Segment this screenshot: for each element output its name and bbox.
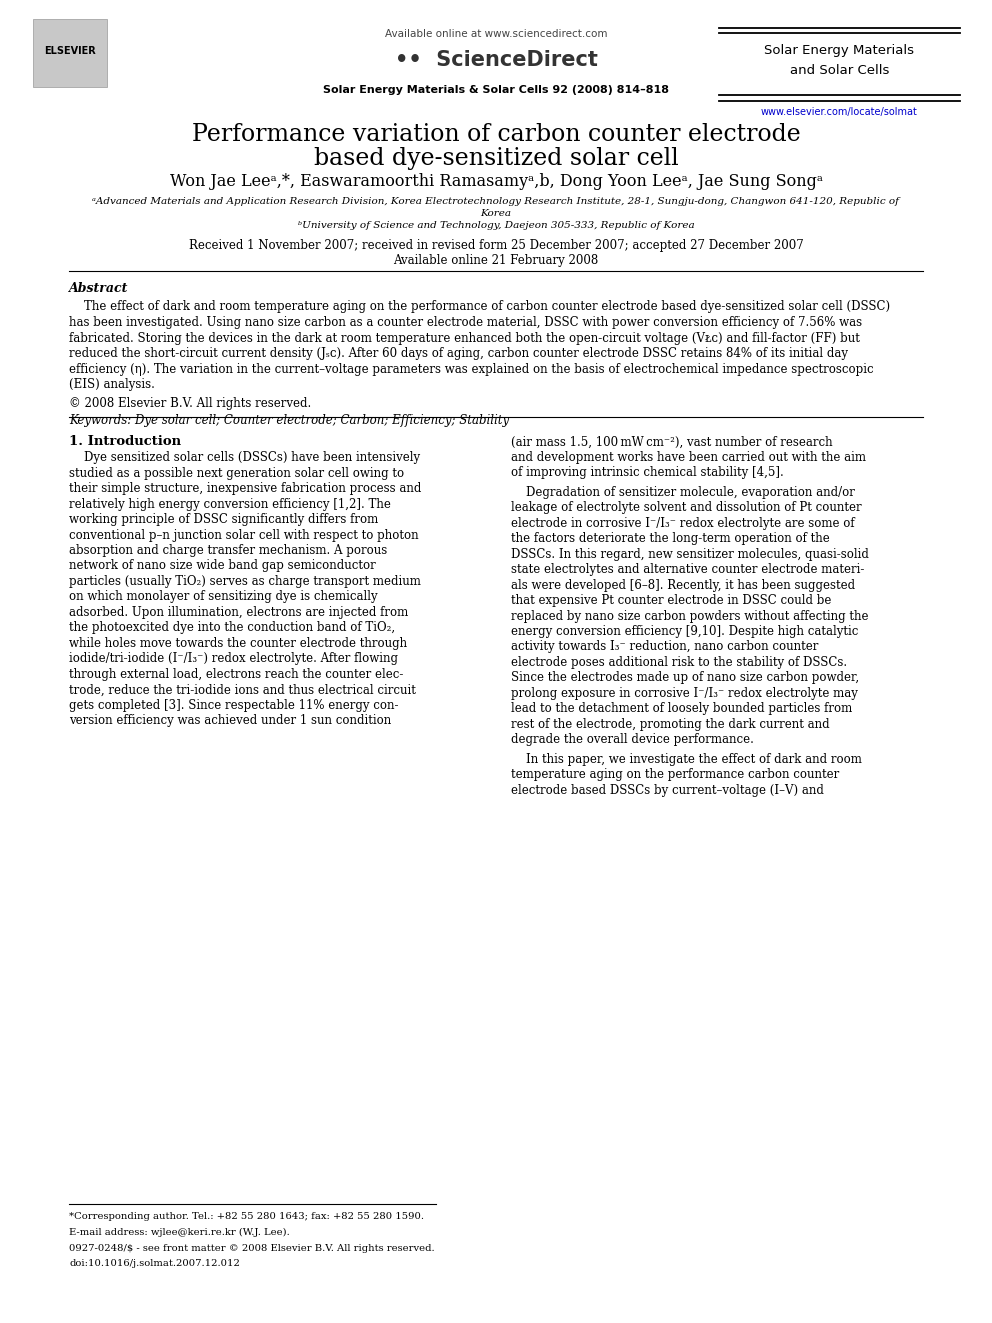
Text: DSSCs. In this regard, new sensitizer molecules, quasi-solid: DSSCs. In this regard, new sensitizer mo… (511, 548, 869, 561)
Text: www.elsevier.com/locate/solmat: www.elsevier.com/locate/solmat (761, 107, 918, 118)
Text: Since the electrodes made up of nano size carbon powder,: Since the electrodes made up of nano siz… (511, 672, 859, 684)
Text: ᵇUniversity of Science and Technology, Daejeon 305-333, Republic of Korea: ᵇUniversity of Science and Technology, D… (298, 221, 694, 230)
Text: that expensive Pt counter electrode in DSSC could be: that expensive Pt counter electrode in D… (511, 594, 831, 607)
Text: Dye sensitized solar cells (DSSCs) have been intensively: Dye sensitized solar cells (DSSCs) have … (69, 451, 421, 464)
Text: Available online at www.sciencedirect.com: Available online at www.sciencedirect.co… (385, 29, 607, 40)
Text: © 2008 Elsevier B.V. All rights reserved.: © 2008 Elsevier B.V. All rights reserved… (69, 397, 311, 410)
Text: particles (usually TiO₂) serves as charge transport medium: particles (usually TiO₂) serves as charg… (69, 576, 422, 587)
Text: Keywords: Dye solar cell; Counter electrode; Carbon; Efficiency; Stability: Keywords: Dye solar cell; Counter electr… (69, 414, 510, 427)
Text: doi:10.1016/j.solmat.2007.12.012: doi:10.1016/j.solmat.2007.12.012 (69, 1259, 240, 1269)
Text: lead to the detachment of loosely bounded particles from: lead to the detachment of loosely bounde… (511, 703, 852, 716)
Text: Abstract: Abstract (69, 282, 129, 295)
Text: and Solar Cells: and Solar Cells (790, 64, 889, 77)
Text: rest of the electrode, promoting the dark current and: rest of the electrode, promoting the dar… (511, 718, 829, 730)
Text: Received 1 November 2007; received in revised form 25 December 2007; accepted 27: Received 1 November 2007; received in re… (188, 239, 804, 253)
Text: on which monolayer of sensitizing dye is chemically: on which monolayer of sensitizing dye is… (69, 590, 378, 603)
Text: E-mail address: wjlee@keri.re.kr (W.J. Lee).: E-mail address: wjlee@keri.re.kr (W.J. L… (69, 1228, 291, 1237)
Text: prolong exposure in corrosive I⁻/I₃⁻ redox electrolyte may: prolong exposure in corrosive I⁻/I₃⁻ red… (511, 687, 858, 700)
Text: activity towards I₃⁻ reduction, nano carbon counter: activity towards I₃⁻ reduction, nano car… (511, 640, 818, 654)
Text: based dye-sensitized solar cell: based dye-sensitized solar cell (313, 147, 679, 169)
Text: als were developed [6–8]. Recently, it has been suggested: als were developed [6–8]. Recently, it h… (511, 578, 855, 591)
FancyBboxPatch shape (33, 19, 107, 87)
Text: their simple structure, inexpensive fabrication process and: their simple structure, inexpensive fabr… (69, 482, 422, 495)
Text: (air mass 1.5, 100 mW cm⁻²), vast number of research: (air mass 1.5, 100 mW cm⁻²), vast number… (511, 435, 832, 448)
Text: leakage of electrolyte solvent and dissolution of Pt counter: leakage of electrolyte solvent and disso… (511, 501, 861, 515)
Text: Degradation of sensitizer molecule, evaporation and/or: Degradation of sensitizer molecule, evap… (511, 486, 855, 499)
Text: Korea: Korea (480, 209, 512, 218)
Text: through external load, electrons reach the counter elec-: through external load, electrons reach t… (69, 668, 404, 681)
Text: The effect of dark and room temperature aging on the performance of carbon count: The effect of dark and room temperature … (69, 300, 891, 314)
Text: *Corresponding author. Tel.: +82 55 280 1643; fax: +82 55 280 1590.: *Corresponding author. Tel.: +82 55 280 … (69, 1212, 425, 1221)
Text: ELSEVIER: ELSEVIER (45, 46, 96, 57)
Text: conventional p–n junction solar cell with respect to photon: conventional p–n junction solar cell wit… (69, 529, 419, 541)
Text: Won Jae Leeᵃ,*, Easwaramoorthi Ramasamyᵃ,b, Dong Yoon Leeᵃ, Jae Sung Songᵃ: Won Jae Leeᵃ,*, Easwaramoorthi Ramasamyᵃ… (170, 173, 822, 191)
Text: reduced the short-circuit current density (Jₛᴄ). After 60 days of aging, carbon : reduced the short-circuit current densit… (69, 347, 848, 360)
Text: absorption and charge transfer mechanism. A porous: absorption and charge transfer mechanism… (69, 544, 388, 557)
Text: gets completed [3]. Since respectable 11% energy con-: gets completed [3]. Since respectable 11… (69, 699, 399, 712)
Text: Solar Energy Materials: Solar Energy Materials (764, 44, 915, 57)
Text: electrode poses additional risk to the stability of DSSCs.: electrode poses additional risk to the s… (511, 656, 847, 669)
Text: the factors deteriorate the long-term operation of the: the factors deteriorate the long-term op… (511, 532, 829, 545)
Text: trode, reduce the tri-iodide ions and thus electrical circuit: trode, reduce the tri-iodide ions and th… (69, 684, 417, 696)
Text: energy conversion efficiency [9,10]. Despite high catalytic: energy conversion efficiency [9,10]. Des… (511, 624, 858, 638)
Text: state electrolytes and alternative counter electrode materi-: state electrolytes and alternative count… (511, 564, 864, 576)
Text: has been investigated. Using nano size carbon as a counter electrode material, D: has been investigated. Using nano size c… (69, 316, 863, 329)
Text: (EIS) analysis.: (EIS) analysis. (69, 378, 156, 392)
Text: 0927-0248/$ - see front matter © 2008 Elsevier B.V. All rights reserved.: 0927-0248/$ - see front matter © 2008 El… (69, 1244, 435, 1253)
Text: fabricated. Storing the devices in the dark at room temperature enhanced both th: fabricated. Storing the devices in the d… (69, 332, 860, 344)
Text: ••  ScienceDirect: •• ScienceDirect (395, 50, 597, 70)
Text: while holes move towards the counter electrode through: while holes move towards the counter ele… (69, 636, 408, 650)
Text: temperature aging on the performance carbon counter: temperature aging on the performance car… (511, 769, 839, 782)
Text: working principle of DSSC significantly differs from: working principle of DSSC significantly … (69, 513, 379, 527)
Text: the photoexcited dye into the conduction band of TiO₂,: the photoexcited dye into the conduction… (69, 622, 396, 635)
Text: electrode in corrosive I⁻/I₃⁻ redox electrolyte are some of: electrode in corrosive I⁻/I₃⁻ redox elec… (511, 517, 854, 529)
Text: Performance variation of carbon counter electrode: Performance variation of carbon counter … (191, 123, 801, 146)
Text: electrode based DSSCs by current–voltage (I–V) and: electrode based DSSCs by current–voltage… (511, 783, 823, 796)
Text: Available online 21 February 2008: Available online 21 February 2008 (394, 254, 598, 267)
Text: ᵃAdvanced Materials and Application Research Division, Korea Electrotechnology R: ᵃAdvanced Materials and Application Rese… (92, 197, 900, 206)
Text: network of nano size wide band gap semiconductor: network of nano size wide band gap semic… (69, 560, 376, 573)
Text: iodide/tri-iodide (I⁻/I₃⁻) redox electrolyte. After flowing: iodide/tri-iodide (I⁻/I₃⁻) redox electro… (69, 652, 399, 665)
Text: In this paper, we investigate the effect of dark and room: In this paper, we investigate the effect… (511, 753, 862, 766)
Text: adsorbed. Upon illumination, electrons are injected from: adsorbed. Upon illumination, electrons a… (69, 606, 409, 619)
Text: relatively high energy conversion efficiency [1,2]. The: relatively high energy conversion effici… (69, 497, 391, 511)
Text: 1. Introduction: 1. Introduction (69, 435, 182, 448)
Text: of improving intrinsic chemical stability [4,5].: of improving intrinsic chemical stabilit… (511, 466, 784, 479)
Text: studied as a possible next generation solar cell owing to: studied as a possible next generation so… (69, 467, 405, 480)
Text: efficiency (η). The variation in the current–voltage parameters was explained on: efficiency (η). The variation in the cur… (69, 363, 874, 376)
Text: Solar Energy Materials & Solar Cells 92 (2008) 814–818: Solar Energy Materials & Solar Cells 92 … (323, 85, 669, 95)
Text: replaced by nano size carbon powders without affecting the: replaced by nano size carbon powders wit… (511, 610, 868, 623)
Text: degrade the overall device performance.: degrade the overall device performance. (511, 733, 754, 746)
Text: and development works have been carried out with the aim: and development works have been carried … (511, 451, 866, 464)
Text: version efficiency was achieved under 1 sun condition: version efficiency was achieved under 1 … (69, 714, 392, 728)
